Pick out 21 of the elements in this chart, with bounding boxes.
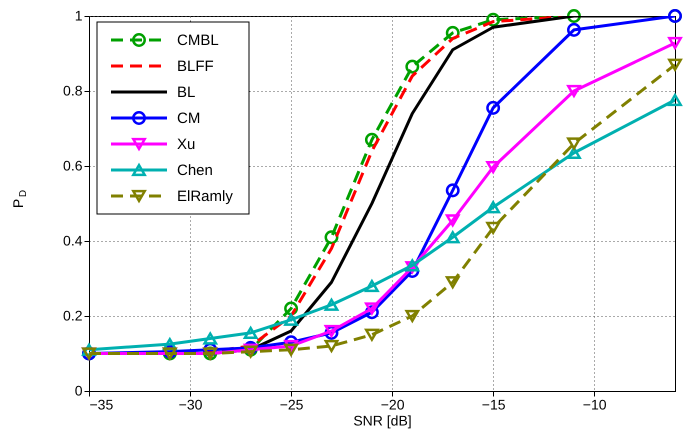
- x-tick-label: −15: [482, 396, 506, 412]
- legend-label: CMBL: [177, 32, 219, 49]
- legend-label: ElRamly: [177, 188, 234, 205]
- legend-label: Xu: [177, 136, 196, 153]
- y-tick-label: 1: [74, 8, 83, 24]
- y-tick-label: 0.2: [63, 308, 83, 324]
- y-tick-label: 0.8: [63, 82, 83, 98]
- x-tick-label: −35: [90, 396, 114, 412]
- y-tick-label: 0.4: [63, 232, 83, 248]
- x-tick-label: −30: [178, 396, 203, 412]
- legend-label: CM: [177, 110, 200, 127]
- legend-label: BLFF: [177, 58, 214, 75]
- x-tick-label: −20: [380, 396, 405, 412]
- y-tick-label: 0: [74, 382, 83, 398]
- legend-label: Chen: [177, 162, 213, 179]
- y-tick-label: 0.6: [63, 158, 83, 174]
- x-axis-title: SNR [dB]: [353, 412, 412, 428]
- x-tick-label: −25: [280, 396, 304, 412]
- x-tick-label: −10: [582, 396, 607, 412]
- legend-label: BL: [177, 84, 196, 101]
- y-axis-title: PD: [10, 190, 29, 208]
